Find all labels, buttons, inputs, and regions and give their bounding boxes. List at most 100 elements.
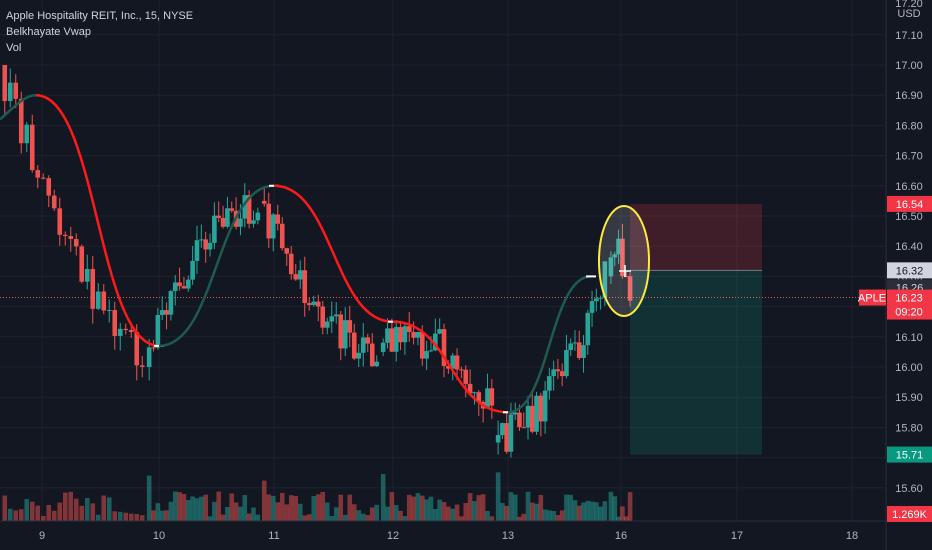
volume-bar bbox=[306, 514, 312, 521]
candle-body bbox=[164, 310, 169, 315]
volume-bar bbox=[297, 503, 303, 521]
volume-bar bbox=[385, 506, 390, 521]
candle-body bbox=[306, 303, 312, 306]
symbol-title[interactable]: Apple Hospitality REIT, Inc., 15, NYSE bbox=[6, 10, 194, 22]
volume-bar bbox=[480, 494, 486, 521]
volume-bar bbox=[542, 509, 548, 521]
candle-body bbox=[472, 392, 477, 394]
entry-price-tag bbox=[887, 262, 932, 279]
volume-bar bbox=[564, 494, 569, 521]
candle-body bbox=[551, 369, 556, 377]
time-tick-label: 12 bbox=[387, 530, 399, 542]
volume-bar bbox=[424, 499, 429, 521]
candle-body bbox=[288, 253, 294, 275]
candle-body bbox=[411, 331, 416, 338]
candle-body bbox=[489, 388, 495, 406]
volume-bar bbox=[90, 503, 96, 521]
volume-bar bbox=[233, 502, 239, 521]
candle-body bbox=[608, 257, 614, 277]
candle-body bbox=[329, 316, 335, 322]
candle-body bbox=[159, 310, 165, 316]
candle-body bbox=[374, 361, 380, 367]
time-tick-label: 11 bbox=[268, 530, 279, 542]
volume-bar bbox=[402, 516, 408, 521]
volume-bar bbox=[529, 502, 535, 521]
candle-body bbox=[297, 270, 303, 280]
volume-bar bbox=[568, 494, 574, 521]
price-tick-label: 16.90 bbox=[895, 90, 923, 102]
highlight-ellipse[interactable] bbox=[598, 205, 650, 317]
candle-body bbox=[168, 291, 174, 315]
stop-price-tag bbox=[887, 446, 932, 463]
candle-body bbox=[18, 98, 24, 144]
volume-bar bbox=[489, 516, 495, 521]
candle-body bbox=[547, 376, 552, 391]
time-axis[interactable]: 9 10 11 12 13 16 17 18 bbox=[39, 530, 858, 542]
candle-body bbox=[572, 342, 578, 344]
volume-bar bbox=[329, 516, 335, 521]
candle-body bbox=[585, 312, 591, 346]
chart-legend[interactable]: Apple Hospitality REIT, Inc., 15, NYSE B… bbox=[6, 8, 193, 56]
volume-bar bbox=[594, 502, 599, 521]
symbol-badge bbox=[859, 289, 886, 306]
volume-bar bbox=[338, 494, 344, 521]
candle-body bbox=[485, 388, 490, 409]
volume-bar bbox=[229, 493, 235, 521]
volume-bar bbox=[454, 504, 460, 521]
candle-body bbox=[467, 383, 473, 394]
indicator-label[interactable]: Belkhayate Vwap bbox=[6, 26, 91, 38]
candle-body bbox=[73, 239, 79, 247]
candle-body bbox=[320, 306, 326, 328]
volume-bar bbox=[134, 514, 140, 521]
volume-tag bbox=[887, 506, 932, 522]
time-tick-label: 17 bbox=[731, 530, 743, 542]
candle-body bbox=[246, 195, 252, 224]
volume-bar bbox=[181, 494, 187, 521]
candle-body bbox=[495, 435, 501, 443]
price-tick-label: 16.40 bbox=[895, 241, 923, 253]
volume-bar bbox=[177, 492, 182, 521]
volume-bar bbox=[168, 501, 174, 521]
candle-body bbox=[216, 215, 222, 218]
vwap-segment bbox=[392, 320, 509, 414]
candle-body bbox=[450, 355, 456, 369]
candle-body bbox=[117, 328, 123, 336]
candle-body bbox=[225, 208, 230, 227]
candle-body bbox=[508, 414, 514, 452]
candle-body bbox=[433, 333, 438, 351]
volume-bar bbox=[139, 515, 145, 521]
candle-body bbox=[7, 82, 13, 102]
candle-body bbox=[190, 260, 195, 280]
candle-body bbox=[446, 365, 451, 369]
candle-body bbox=[620, 238, 625, 277]
crosshair-cursor-icon bbox=[619, 265, 631, 277]
volume-bar bbox=[446, 506, 451, 521]
price-tick-label: 15.90 bbox=[895, 392, 923, 404]
volume-bar bbox=[320, 491, 326, 521]
volume-bar bbox=[117, 511, 123, 521]
volume-bar bbox=[351, 504, 357, 521]
volume-bar bbox=[374, 504, 380, 521]
volume-bar bbox=[24, 499, 30, 521]
candle-body bbox=[616, 238, 621, 255]
volume-bar bbox=[62, 492, 68, 521]
candle-body bbox=[284, 248, 290, 254]
volume-bar bbox=[279, 492, 285, 521]
candle-body bbox=[293, 274, 299, 280]
candle-body bbox=[242, 195, 248, 219]
volume-label[interactable]: Vol bbox=[6, 42, 22, 54]
volume-bar bbox=[360, 513, 366, 521]
volume-bar bbox=[185, 500, 191, 521]
volume-bar bbox=[40, 515, 46, 521]
volume-bar bbox=[238, 506, 243, 521]
long-position-tool[interactable] bbox=[630, 203, 762, 455]
candle-body bbox=[151, 347, 156, 349]
volume-bar bbox=[419, 495, 425, 521]
vwap-segment bbox=[158, 184, 275, 348]
volume-bar bbox=[51, 510, 57, 521]
volume-bar bbox=[155, 503, 161, 521]
volume-bar bbox=[79, 505, 85, 521]
candle-body bbox=[13, 82, 19, 99]
candle-body bbox=[521, 427, 527, 429]
